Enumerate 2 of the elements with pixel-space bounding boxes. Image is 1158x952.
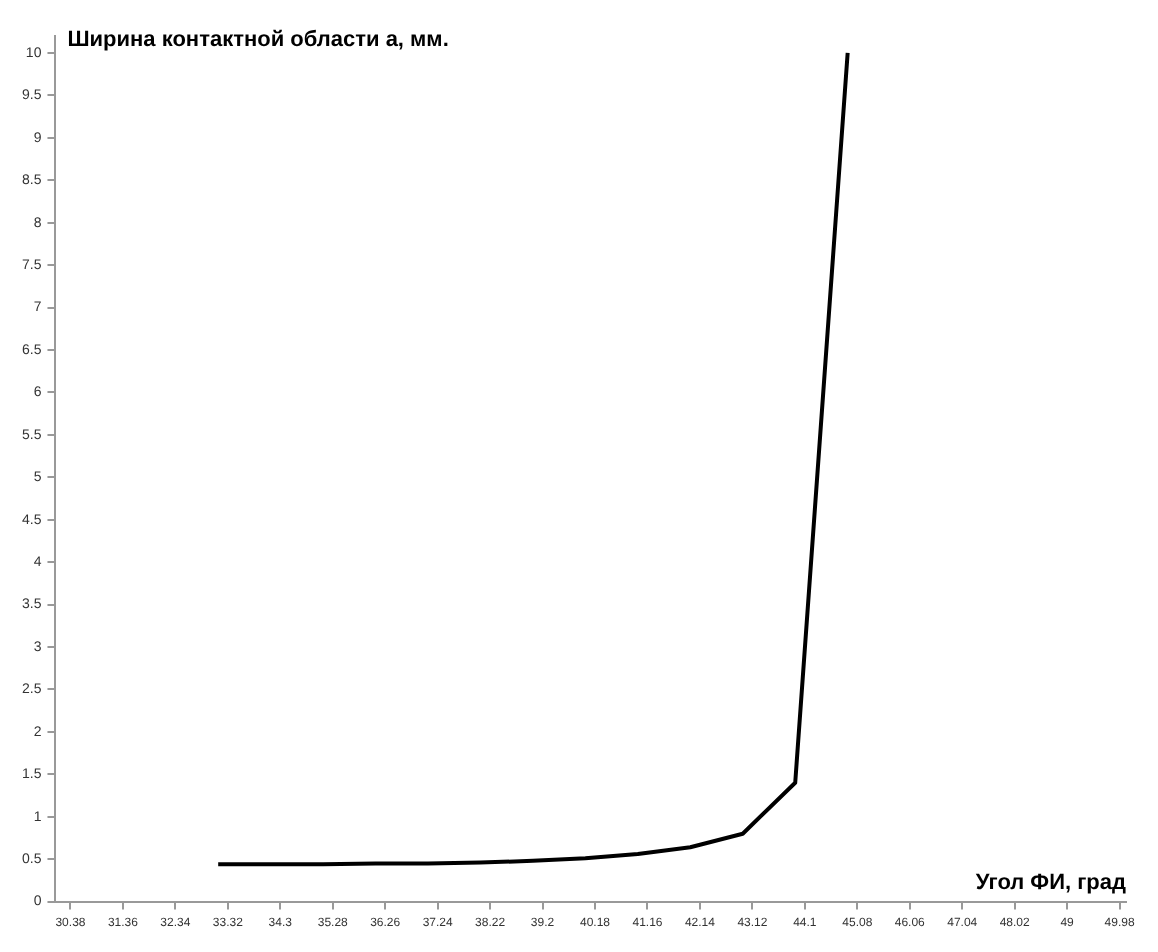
y-axis-title: Ширина контактной области а, мм. (67, 28, 449, 53)
x-axis-title: Угол ФИ, град (975, 870, 1127, 895)
